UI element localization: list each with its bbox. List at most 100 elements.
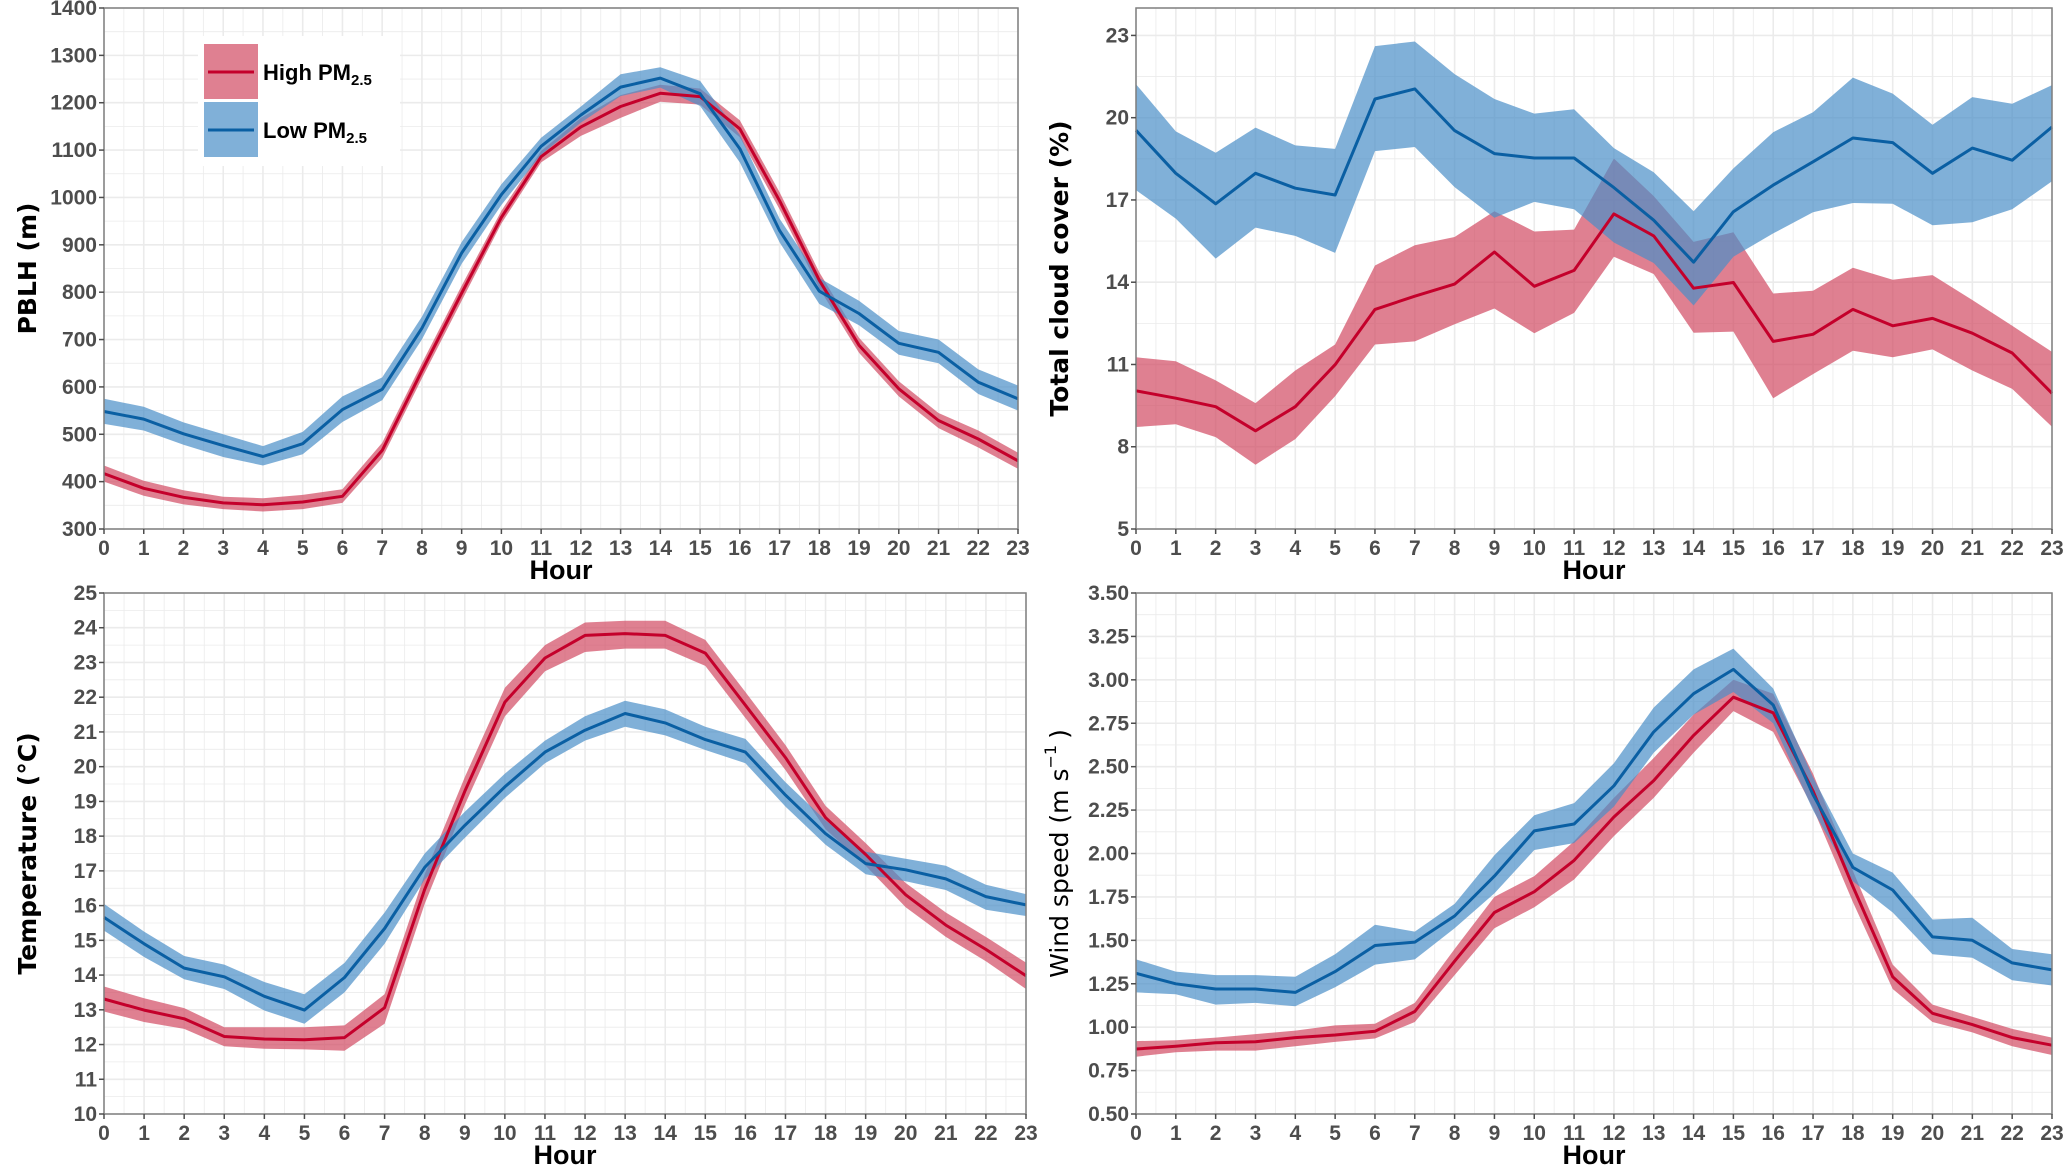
y-tick-label: 8 [1117, 436, 1129, 459]
x-axis-title: Hour [530, 555, 593, 585]
y-axis-title: Total cloud cover (%) [1045, 120, 1074, 416]
y-tick-label: 23 [1106, 24, 1129, 47]
x-tick-label: 16 [1762, 537, 1785, 560]
x-tick-label: 18 [814, 1122, 838, 1145]
x-tick-label: 10 [1523, 1122, 1546, 1145]
panel-border [1135, 7, 2053, 530]
x-tick-label: 14 [654, 1122, 678, 1145]
x-tick-label: 21 [934, 1122, 958, 1145]
x-tick-label: 1 [1170, 537, 1182, 560]
y-tick-label: 1.25 [1088, 973, 1129, 996]
x-tick-label: 14 [649, 537, 673, 560]
x-tick-label: 7 [379, 1122, 391, 1145]
high-pm-mean-line [1135, 212, 2054, 433]
y-tick-label: 1000 [50, 186, 97, 209]
y-axis-title: Temperature (°C) [13, 732, 42, 974]
x-tick-label: 1 [1170, 1122, 1182, 1145]
x-tick-label: 6 [1369, 1122, 1381, 1145]
x-tick-label: 11 [1563, 537, 1586, 560]
y-tick-label: 1300 [50, 44, 97, 67]
y-tick-label: 18 [74, 825, 98, 848]
x-tick-label: 20 [887, 537, 910, 560]
y-tick-label: 5 [1117, 518, 1129, 541]
y-tick-label: 16 [74, 895, 97, 918]
x-tick-label: 14 [1682, 1122, 1706, 1145]
x-tick-label: 23 [2040, 537, 2063, 560]
y-axis-title: PBLH (m) [13, 203, 42, 335]
x-tick-label: 2 [1210, 1122, 1222, 1145]
x-tick-label: 11 [530, 537, 553, 560]
y-tick-label: 10 [74, 1103, 97, 1126]
x-tick-label: 4 [1289, 1122, 1301, 1145]
y-tick-label: 25 [74, 582, 98, 605]
low-pm-mean-line [103, 712, 1027, 1012]
x-tick-label: 9 [1489, 1122, 1501, 1145]
y-axis-title-superscript: −1 [1041, 745, 1060, 769]
x-axis-title: Hour [534, 1140, 597, 1169]
x-tick-label: 13 [1642, 537, 1665, 560]
x-tick-label: 12 [569, 537, 592, 560]
x-tick-label: 12 [1602, 537, 1625, 560]
chart-panel-4: 0.50 0.75 1.00 1.25 1.50 1.75 2.00 2.25 2.50 2.75… [1041, 582, 2064, 1169]
x-tick-label: 6 [339, 1122, 351, 1145]
y-tick-label: 17 [1106, 189, 1129, 212]
y-tick-label: 1200 [50, 92, 97, 115]
x-tick-label: 13 [609, 537, 632, 560]
x-tick-label: 13 [1642, 1122, 1665, 1145]
x-tick-label: 19 [854, 1122, 877, 1145]
y-tick-label: 1.50 [1088, 929, 1129, 952]
x-tick-label: 1 [138, 537, 150, 560]
y-tick-label: 14 [1106, 271, 1130, 294]
x-tick-label: 10 [493, 1122, 516, 1145]
x-tick-label: 23 [1014, 1122, 1037, 1145]
x-tick-label: 20 [894, 1122, 917, 1145]
low-pm-mean-line [1135, 667, 2053, 994]
x-tick-label: 14 [1682, 537, 1706, 560]
x-tick-label: 20 [1921, 1122, 1944, 1145]
x-tick-label: 8 [1449, 537, 1461, 560]
legend-low-label: Low PM2.5 [263, 118, 367, 147]
x-tick-label: 3 [217, 537, 229, 560]
x-tick-label: 9 [1489, 537, 1501, 560]
y-tick-label: 21 [74, 721, 98, 744]
x-tick-label: 7 [376, 537, 388, 560]
y-tick-label: 17 [74, 860, 97, 883]
x-tick-label: 5 [297, 537, 309, 560]
x-tick-label: 10 [490, 537, 513, 560]
y-tick-label: 0.50 [1088, 1103, 1129, 1126]
high-pm-mean-line [103, 91, 1019, 507]
y-tick-label: 800 [62, 281, 97, 304]
y-tick-label: 15 [74, 929, 98, 952]
x-tick-label: 2 [1210, 537, 1222, 560]
panel-border [103, 7, 1019, 530]
x-tick-label: 16 [728, 537, 751, 560]
chart-panel-1: 3004005006007008009001000110012001300140… [13, 0, 1030, 585]
y-tick-label: 500 [62, 423, 97, 446]
x-tick-label: 18 [1841, 537, 1865, 560]
y-tick-label: 3.00 [1088, 669, 1129, 692]
x-tick-label: 9 [459, 1122, 471, 1145]
low-pm-mean-line [103, 76, 1019, 458]
x-tick-label: 19 [847, 537, 870, 560]
x-tick-label: 22 [2000, 1122, 2023, 1145]
x-tick-label: 17 [1801, 1122, 1824, 1145]
x-tick-label: 0 [98, 537, 110, 560]
high-pm-mean-line [103, 632, 1027, 1042]
x-tick-label: 15 [1722, 537, 1746, 560]
x-tick-label: 18 [1841, 1122, 1865, 1145]
y-tick-label: 2.25 [1088, 799, 1129, 822]
x-tick-label: 7 [1409, 537, 1421, 560]
y-tick-label: 13 [74, 999, 97, 1022]
y-tick-label: 23 [74, 651, 97, 674]
x-tick-label: 22 [2000, 537, 2023, 560]
y-tick-label: 0.75 [1088, 1060, 1129, 1083]
y-tick-label: 11 [75, 1068, 98, 1091]
x-tick-label: 22 [967, 537, 990, 560]
y-tick-label: 3.50 [1088, 582, 1129, 605]
x-tick-label: 3 [218, 1122, 230, 1145]
legend-high-label: High PM2.5 [263, 60, 372, 89]
low-pm-mean-line [1134, 87, 2053, 264]
y-tick-label: 12 [74, 1034, 97, 1057]
